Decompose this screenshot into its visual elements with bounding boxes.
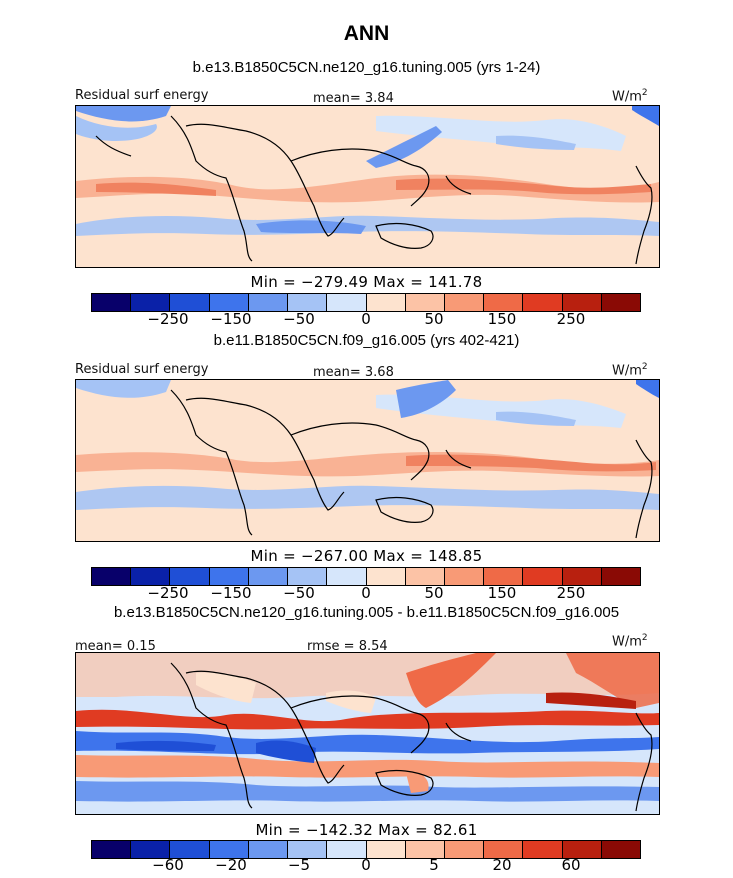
colorbar-swatch (405, 841, 445, 858)
panel-1-tick: 150 (487, 310, 517, 328)
colorbar-swatch (562, 841, 602, 858)
colorbar-swatch (523, 294, 563, 311)
panel-2-map (75, 379, 660, 542)
colorbar-swatch (444, 841, 485, 858)
panel-2-tick: 150 (487, 584, 517, 602)
panel-3-tick: −5 (287, 856, 311, 874)
panel-2-tick: −150 (210, 584, 252, 602)
panel-2-tick: 0 (361, 584, 371, 602)
colorbar-swatch (131, 841, 171, 858)
colorbar-swatch (209, 841, 249, 858)
panel-1-tick: −50 (283, 310, 315, 328)
panel-2-tick: 50 (424, 584, 444, 602)
panel-1-tick: 50 (424, 310, 444, 328)
panel-3-min-max: Min = −142.32 Max = 82.61 (255, 821, 478, 839)
colorbar-swatch (92, 294, 132, 311)
colorbar-swatch (209, 294, 249, 311)
colorbar-swatch (288, 568, 328, 585)
colorbar-swatch (131, 294, 171, 311)
panel-1-variable-label: Residual surf energy (75, 88, 209, 103)
panel-1-tick: 250 (556, 310, 586, 328)
colorbar-swatch (170, 294, 210, 311)
colorbar-swatch (444, 294, 485, 311)
panel-1-case-title: b.e13.B1850C5CN.ne120_g16.tuning.005 (yr… (192, 59, 541, 76)
colorbar-swatch (327, 568, 367, 585)
colorbar-swatch (366, 841, 406, 858)
colorbar-swatch (327, 841, 367, 858)
colorbar-swatch (601, 294, 641, 311)
panel-2-tick: −250 (147, 584, 189, 602)
colorbar-swatch (209, 568, 249, 585)
panel-3-colorbar (91, 840, 641, 859)
panel-2-units: W/m2 (612, 362, 648, 379)
colorbar-swatch (484, 294, 524, 311)
panel-3-tick: 20 (492, 856, 512, 874)
colorbar-swatch (92, 568, 132, 585)
panel-1-mean: mean= 3.84 (313, 91, 394, 106)
colorbar-swatch (248, 841, 289, 858)
colorbar-swatch (601, 841, 641, 858)
colorbar-swatch (288, 841, 328, 858)
panel-3-tick: 60 (561, 856, 581, 874)
colorbar-swatch (327, 294, 367, 311)
panel-1-tick: −250 (147, 310, 189, 328)
colorbar-swatch (562, 568, 602, 585)
colorbar-swatch (92, 841, 132, 858)
colorbar-swatch (405, 568, 445, 585)
colorbar-swatch (601, 568, 641, 585)
panel-3-tick: −20 (215, 856, 247, 874)
panel-1-min-max: Min = −279.49 Max = 141.78 (250, 273, 483, 291)
colorbar-swatch (484, 841, 524, 858)
panel-1-tick: 0 (361, 310, 371, 328)
panel-3-rmse: rmse = 8.54 (307, 639, 388, 654)
colorbar-swatch (366, 568, 406, 585)
panel-1-colorbar (91, 293, 641, 312)
panel-2-tick: −50 (283, 584, 315, 602)
panel-3-units: W/m2 (612, 633, 648, 650)
figure-title: ANN (343, 22, 390, 45)
panel-3-tick: −60 (152, 856, 184, 874)
colorbar-swatch (288, 294, 328, 311)
colorbar-swatch (248, 294, 289, 311)
panel-3-tick: 0 (361, 856, 371, 874)
panel-1-tick: −150 (210, 310, 252, 328)
colorbar-swatch (405, 294, 445, 311)
colorbar-swatch (523, 841, 563, 858)
panel-3-map (75, 652, 660, 815)
colorbar-swatch (170, 568, 210, 585)
panel-1-map (75, 105, 660, 268)
panel-2-case-title: b.e11.B1850C5CN.f09_g16.005 (yrs 402-421… (213, 332, 520, 349)
colorbar-swatch (131, 568, 171, 585)
panel-1-units: W/m2 (612, 88, 648, 105)
panel-3-mean: mean= 0.15 (75, 639, 156, 654)
panel-2-tick: 250 (556, 584, 586, 602)
panel-2-mean: mean= 3.68 (313, 365, 394, 380)
colorbar-swatch (562, 294, 602, 311)
colorbar-swatch (170, 841, 210, 858)
colorbar-swatch (366, 294, 406, 311)
colorbar-swatch (484, 568, 524, 585)
colorbar-swatch (248, 568, 289, 585)
panel-3-case-title: b.e13.B1850C5CN.ne120_g16.tuning.005 - b… (113, 604, 620, 621)
colorbar-swatch (444, 568, 485, 585)
colorbar-swatch (523, 568, 563, 585)
panel-2-colorbar (91, 567, 641, 586)
panel-2-min-max: Min = −267.00 Max = 148.85 (250, 547, 483, 565)
panel-2-variable-label: Residual surf energy (75, 362, 209, 377)
panel-3-tick: 5 (429, 856, 439, 874)
